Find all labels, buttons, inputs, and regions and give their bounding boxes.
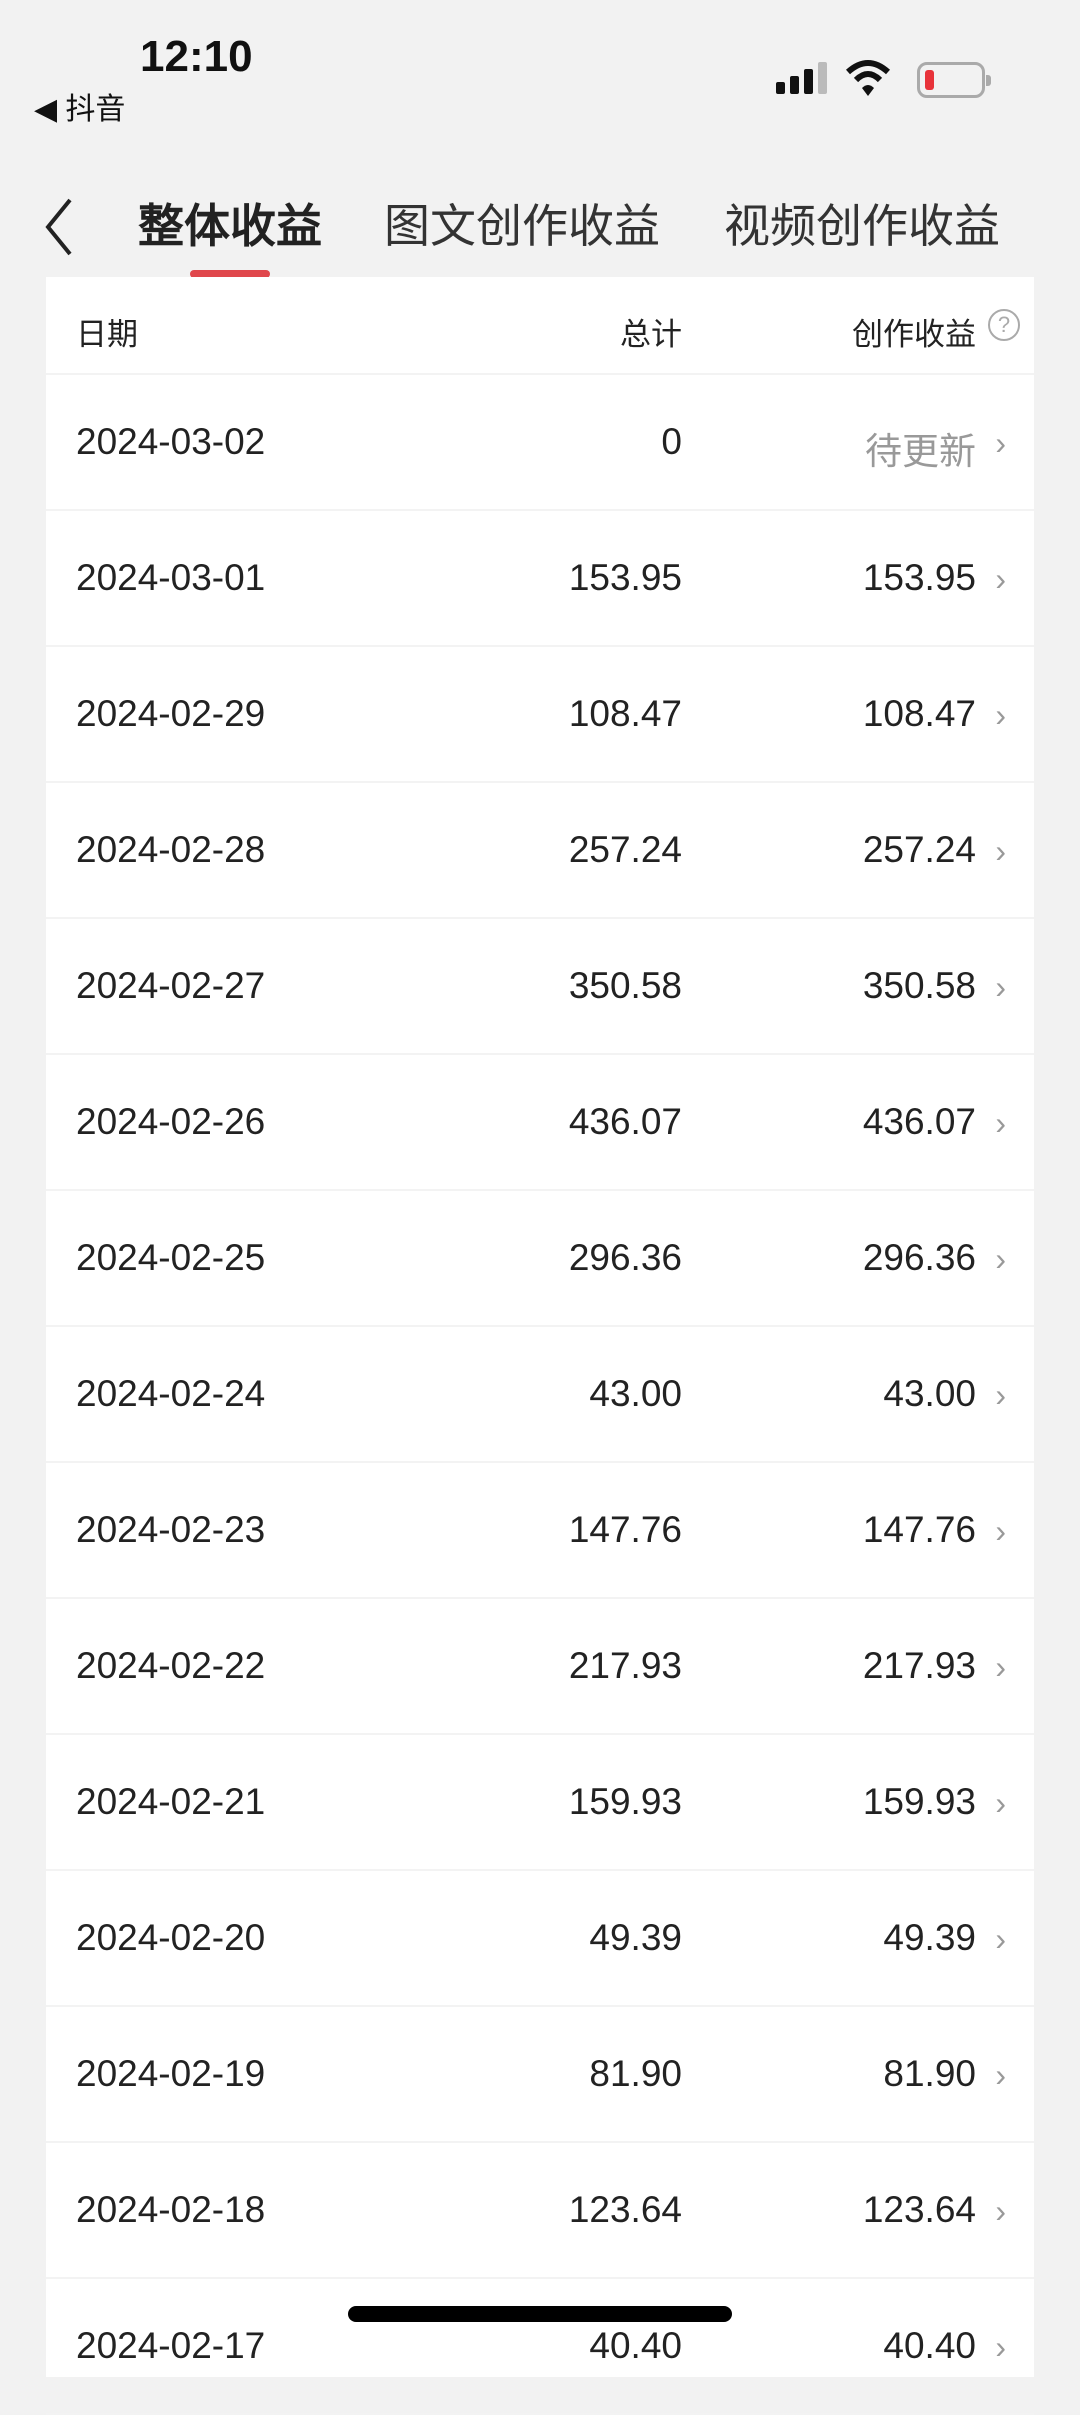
row-date: 2024-02-17 (76, 2325, 266, 2366)
header-creation: 创作收益 (852, 317, 976, 352)
row-creation: 43.00 (883, 1373, 976, 1414)
tab-video[interactable]: 视频创作收益 (724, 200, 1000, 252)
chevron-right-icon: › (995, 1241, 1006, 1277)
row-date: 2024-02-25 (76, 1237, 266, 1278)
row-total: 296.36 (568, 1237, 682, 1278)
wifi-icon (846, 60, 890, 96)
row-total: 153.95 (568, 557, 682, 598)
row-date: 2024-02-29 (76, 693, 266, 734)
header-date: 日期 (76, 317, 138, 352)
chevron-right-icon: › (995, 1649, 1006, 1685)
chevron-right-icon: › (995, 2057, 1006, 2093)
table-row[interactable]: 2024-02-27 350.58 350.58 › (46, 919, 1034, 1055)
row-total: 257.24 (568, 829, 682, 870)
row-date: 2024-02-22 (76, 1645, 266, 1686)
row-date: 2024-02-19 (76, 2053, 266, 2094)
row-creation: 123.64 (862, 2189, 976, 2230)
chevron-right-icon: › (995, 1921, 1006, 1957)
table-row[interactable]: 2024-03-02 0 待更新 › (46, 375, 1034, 511)
row-total: 159.93 (568, 1781, 682, 1822)
header-total: 总计 (620, 317, 682, 352)
row-creation: 217.93 (862, 1645, 976, 1686)
row-date: 2024-02-26 (76, 1101, 266, 1142)
row-total: 123.64 (568, 2189, 682, 2230)
row-total: 217.93 (568, 1645, 682, 1686)
status-time: 12:10 (140, 32, 253, 81)
row-creation: 436.07 (862, 1101, 976, 1142)
chevron-right-icon: › (995, 697, 1006, 733)
row-date: 2024-02-27 (76, 965, 266, 1006)
table-row[interactable]: 2024-02-21 159.93 159.93 › (46, 1735, 1034, 1871)
tab-overall[interactable]: 整体收益 (138, 200, 322, 252)
row-total: 350.58 (568, 965, 682, 1006)
home-indicator (348, 2306, 732, 2322)
row-date: 2024-03-02 (76, 421, 266, 462)
row-creation: 49.39 (883, 1917, 976, 1958)
table-row[interactable]: 2024-02-26 436.07 436.07 › (46, 1055, 1034, 1191)
chevron-right-icon: › (995, 1105, 1006, 1141)
help-icon[interactable]: ? (988, 309, 1020, 341)
row-creation: 153.95 (862, 557, 976, 598)
chevron-right-icon: › (995, 2193, 1006, 2229)
table-row[interactable]: 2024-02-28 257.24 257.24 › (46, 783, 1034, 919)
row-date: 2024-02-28 (76, 829, 266, 870)
earnings-table: 日期 总计 创作收益 ? 2024-03-02 0 待更新 › 2024-03-0… (46, 277, 1034, 2415)
chevron-right-icon: › (995, 1377, 1006, 1413)
row-creation: 108.47 (862, 693, 976, 734)
row-date: 2024-02-18 (76, 2189, 266, 2230)
row-total: 40.40 (589, 2325, 682, 2366)
row-date: 2024-02-21 (76, 1781, 266, 1822)
tab-image-text[interactable]: 图文创作收益 (384, 200, 660, 252)
table-row[interactable]: 2024-03-01 153.95 153.95 › (46, 511, 1034, 647)
table-row[interactable]: 2024-02-22 217.93 217.93 › (46, 1599, 1034, 1735)
signal-icon (776, 62, 827, 94)
table-row[interactable]: 2024-02-24 43.00 43.00 › (46, 1327, 1034, 1463)
row-total: 49.39 (589, 1917, 682, 1958)
battery-icon (917, 62, 991, 98)
row-total: 147.76 (568, 1509, 682, 1550)
row-creation: 257.24 (862, 829, 976, 870)
back-to-app-link[interactable]: ◀ 抖音 (34, 93, 126, 126)
row-date: 2024-02-20 (76, 1917, 266, 1958)
table-row[interactable]: 2024-02-29 108.47 108.47 › (46, 647, 1034, 783)
table-header: 日期 总计 创作收益 ? (46, 277, 1034, 375)
chevron-right-icon: › (995, 1785, 1006, 1821)
row-creation: 81.90 (883, 2053, 976, 2094)
row-total: 43.00 (589, 1373, 682, 1414)
row-total: 436.07 (568, 1101, 682, 1142)
chevron-right-icon: › (995, 969, 1006, 1005)
active-tab-indicator (190, 270, 270, 278)
chevron-right-icon: › (995, 561, 1006, 597)
chevron-right-icon: › (995, 833, 1006, 869)
row-creation: 147.76 (862, 1509, 976, 1550)
chevron-right-icon: › (995, 1513, 1006, 1549)
tab-bar: 整体收益 图文创作收益 视频创作收益 (0, 180, 1080, 280)
chevron-right-icon: › (995, 2329, 1006, 2365)
row-creation: 296.36 (862, 1237, 976, 1278)
table-row[interactable]: 2024-02-23 147.76 147.76 › (46, 1463, 1034, 1599)
row-total: 81.90 (589, 2053, 682, 2094)
row-total: 108.47 (568, 693, 682, 734)
table-row[interactable]: 2024-02-19 81.90 81.90 › (46, 2007, 1034, 2143)
row-creation: 159.93 (862, 1781, 976, 1822)
row-date: 2024-02-24 (76, 1373, 266, 1414)
chevron-right-icon: › (995, 425, 1006, 461)
row-total: 0 (661, 421, 682, 462)
row-creation: 待更新 (865, 431, 976, 472)
table-row[interactable]: 2024-02-18 123.64 123.64 › (46, 2143, 1034, 2279)
row-creation: 350.58 (862, 965, 976, 1006)
row-creation: 40.40 (883, 2325, 976, 2366)
table-row[interactable]: 2024-02-17 40.40 40.40 › (46, 2279, 1034, 2415)
table-row[interactable]: 2024-02-25 296.36 296.36 › (46, 1191, 1034, 1327)
table-row[interactable]: 2024-02-20 49.39 49.39 › (46, 1871, 1034, 2007)
back-chevron-icon[interactable] (40, 192, 80, 262)
row-date: 2024-02-23 (76, 1509, 266, 1550)
status-bar: 12:10 ◀ 抖音 (0, 0, 1080, 130)
row-date: 2024-03-01 (76, 557, 266, 598)
